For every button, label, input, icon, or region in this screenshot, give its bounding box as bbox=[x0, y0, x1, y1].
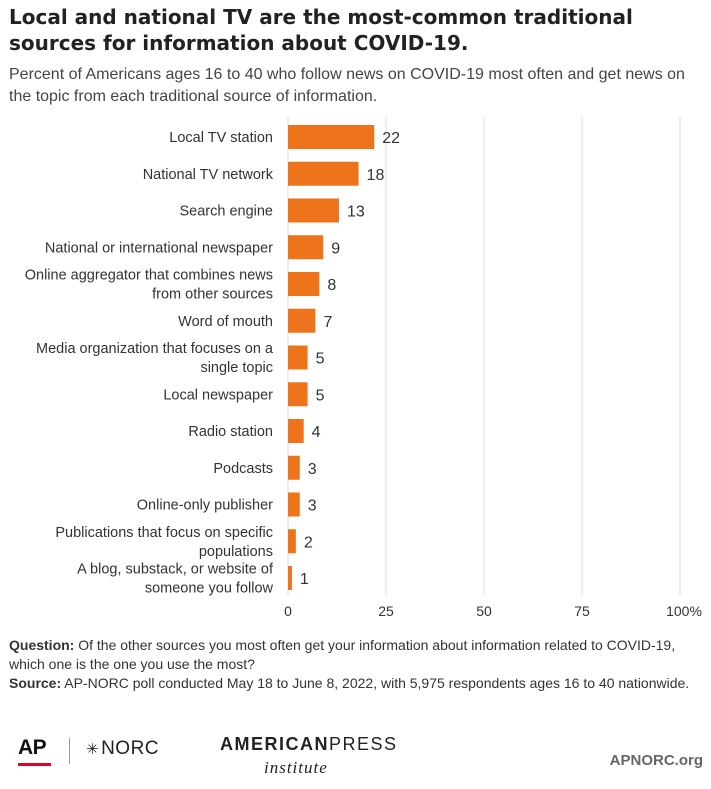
bar-4 bbox=[288, 272, 320, 296]
bar-2 bbox=[288, 198, 339, 223]
footer: AP ✳ NORC AMERICANPRESS institute APNORC.… bbox=[0, 728, 711, 778]
source-label: Source: bbox=[9, 675, 62, 691]
category-label-6-line-1: single topic bbox=[200, 360, 273, 376]
category-label-12-line-1: someone you follow bbox=[145, 581, 274, 597]
category-label-4-line-1: from other sources bbox=[152, 287, 273, 303]
value-label-7: 5 bbox=[316, 387, 325, 404]
bar-0 bbox=[288, 125, 375, 149]
question-label: Question: bbox=[9, 637, 75, 653]
value-label-1: 18 bbox=[367, 167, 385, 184]
question-text: Of the other sources you most often get … bbox=[9, 637, 676, 672]
value-label-2: 13 bbox=[347, 204, 365, 221]
tick-label-100: 100% bbox=[666, 603, 702, 619]
category-label-5: Word of mouth bbox=[178, 314, 273, 330]
category-label-11-line-1: populations bbox=[199, 544, 273, 560]
bar-12 bbox=[288, 566, 292, 590]
value-label-11: 2 bbox=[304, 534, 313, 551]
bar-10 bbox=[288, 492, 300, 517]
category-label-11-line-0: Publications that focus on specific bbox=[55, 525, 273, 541]
category-label-1: National TV network bbox=[143, 167, 274, 183]
api-logo-word-1: AMERICAN bbox=[220, 734, 329, 754]
value-label-3: 9 bbox=[331, 240, 340, 257]
value-label-6: 5 bbox=[316, 351, 325, 368]
bar-3 bbox=[288, 235, 324, 260]
value-label-5: 7 bbox=[323, 314, 332, 331]
tick-label-75: 75 bbox=[574, 603, 590, 619]
bar-11 bbox=[288, 529, 296, 554]
value-label-8: 4 bbox=[312, 424, 321, 441]
category-label-2: Search engine bbox=[179, 204, 273, 220]
category-label-3: National or international newspaper bbox=[45, 240, 273, 256]
bar-6 bbox=[288, 345, 308, 370]
value-label-0: 22 bbox=[382, 130, 400, 147]
logo-divider bbox=[69, 738, 70, 764]
category-label-8: Radio station bbox=[188, 424, 273, 440]
american-press-institute-logo: AMERICANPRESS bbox=[220, 734, 398, 755]
chart-subtitle: Percent of Americans ages 16 to 40 who f… bbox=[9, 66, 685, 105]
category-label-0: Local TV station bbox=[169, 130, 273, 146]
tick-label-25: 25 bbox=[378, 603, 394, 619]
norc-logo-text: NORC bbox=[101, 738, 160, 759]
ap-logo: AP bbox=[18, 736, 47, 759]
value-label-10: 3 bbox=[308, 498, 317, 515]
tick-label-50: 50 bbox=[476, 603, 492, 619]
norc-logo: ✳ NORC bbox=[86, 738, 159, 760]
norc-star-icon: ✳ bbox=[86, 741, 100, 758]
category-label-7: Local newspaper bbox=[163, 387, 273, 403]
bar-9 bbox=[288, 455, 300, 480]
value-label-4: 8 bbox=[327, 277, 336, 294]
api-logo-word-2: PRESS bbox=[329, 734, 398, 754]
category-label-6-line-0: Media organization that focuses on a bbox=[36, 341, 274, 357]
category-label-12-line-0: A blog, substack, or website of bbox=[77, 562, 274, 578]
tick-label-0: 0 bbox=[284, 603, 292, 619]
bar-8 bbox=[288, 419, 304, 443]
value-label-12: 1 bbox=[300, 571, 309, 588]
ap-logo-underline bbox=[18, 763, 51, 766]
bar-7 bbox=[288, 382, 308, 407]
category-label-4-line-0: Online aggregator that combines news bbox=[25, 268, 273, 284]
source-text: AP-NORC poll conducted May 18 to June 8,… bbox=[61, 675, 690, 691]
chart-title: Local and national TV are the most-commo… bbox=[9, 5, 633, 55]
category-label-9: Podcasts bbox=[213, 461, 273, 477]
chart-notes: Question: Of the other sources you most … bbox=[9, 636, 699, 693]
bar-1 bbox=[288, 161, 359, 186]
api-logo-institute: institute bbox=[264, 758, 328, 777]
value-label-9: 3 bbox=[308, 461, 317, 478]
bar-5 bbox=[288, 308, 316, 333]
category-label-10: Online-only publisher bbox=[137, 498, 273, 514]
site-link[interactable]: APNORC.org bbox=[609, 752, 703, 769]
